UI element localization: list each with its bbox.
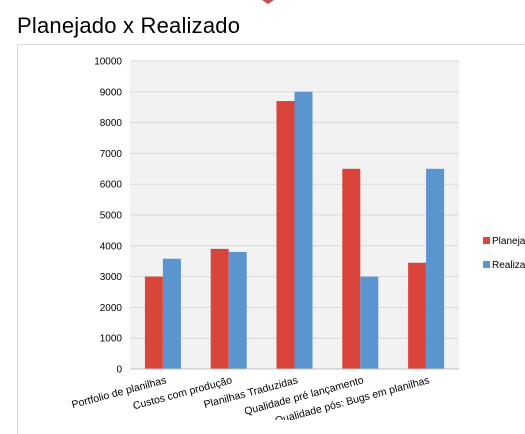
y-axis: 0 1000 2000 3000 4000 5000 6000 7000 8000 9000 100…: [94, 57, 459, 376]
y-tick-label: 1000: [100, 334, 123, 345]
y-tick-label: 9000: [100, 87, 123, 98]
legend-label: Planeja: [492, 236, 525, 247]
legend: Planeja Realiza: [483, 236, 525, 271]
bar-planejado-3: [276, 101, 295, 369]
bar-realizado-1: [162, 258, 181, 369]
bar-realizado-4: [360, 276, 379, 369]
bars: [144, 91, 445, 370]
y-tick-label: 4000: [100, 241, 123, 252]
y-tick-label: 5000: [100, 211, 123, 222]
y-tick-label: 2000: [100, 303, 123, 314]
y-tick-label: 0: [116, 365, 122, 376]
top-accent-mark: [262, 0, 274, 4]
bar-planejado-1: [144, 276, 163, 369]
bar-planejado-4: [342, 168, 361, 369]
page-title: Planejado x Realizado: [17, 13, 241, 38]
legend-label: Realiza: [492, 260, 525, 271]
bar-realizado-3: [294, 91, 313, 370]
legend-swatch: [483, 237, 490, 244]
chart-frame: [17, 44, 525, 434]
bar-planejado-5: [408, 262, 427, 369]
y-tick-label: 6000: [100, 180, 123, 191]
bar-realizado-2: [228, 251, 247, 369]
bar-realizado-5: [426, 168, 445, 369]
y-tick-label: 10000: [94, 57, 122, 68]
bar-chart: 0 1000 2000 3000 4000 5000 6000 7000 8000 9000 100…: [70, 57, 525, 421]
y-tick-label: 3000: [100, 272, 123, 283]
bar-planejado-2: [210, 248, 229, 369]
legend-swatch: [483, 261, 490, 268]
y-tick-label: 7000: [100, 149, 123, 160]
y-tick-label: 8000: [100, 118, 123, 129]
